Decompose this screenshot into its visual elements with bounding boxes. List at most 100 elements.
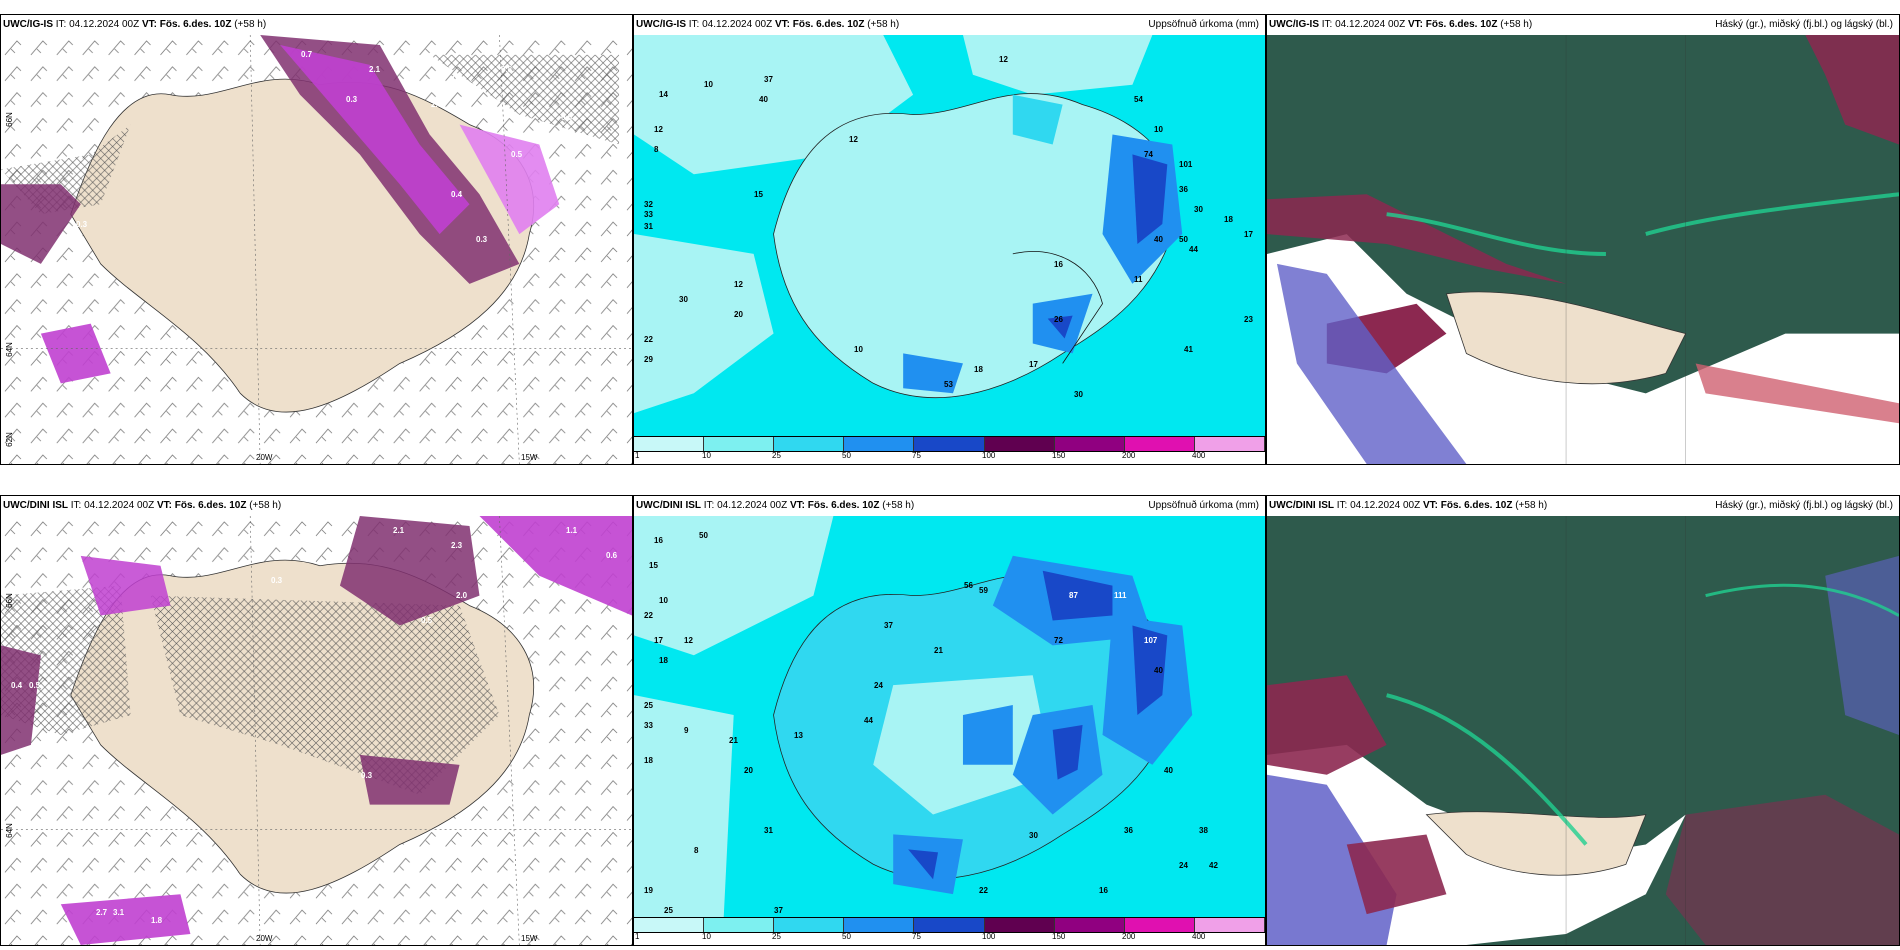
value-label: 40 <box>1154 235 1163 244</box>
legend-tick: 75 <box>912 932 921 941</box>
lead-time: (+58 h) <box>1512 500 1548 511</box>
longitude-label: 15W <box>521 934 538 943</box>
value-label: 30 <box>1029 831 1038 840</box>
value-label: 50 <box>699 531 708 540</box>
value-label: 20 <box>744 766 753 775</box>
lead-time: (+58 h) <box>879 500 915 511</box>
value-label: 37 <box>764 75 773 84</box>
value-label: 10 <box>1154 125 1163 134</box>
value-label: 0.3 <box>76 220 88 229</box>
value-label: 16 <box>1099 886 1108 895</box>
value-label: 2.0 <box>456 591 468 600</box>
init-time: IT: 04.12.2024 00Z <box>1334 500 1421 511</box>
value-label: 33 <box>644 721 653 730</box>
valid-time: Fös. 6.des. 10Z <box>1425 19 1498 30</box>
legend-swatch <box>1124 437 1195 451</box>
valid-time: Fös. 6.des. 10Z <box>174 500 247 511</box>
legend-swatch <box>1054 437 1125 451</box>
value-label: 24 <box>1179 861 1188 870</box>
map-area[interactable]: 0.3 2.1 0.8 0.5 0.3 0.4 0.3 0.7 2.0 1.4 … <box>1 35 632 464</box>
map-area[interactable]: 16 50 15 10 22 17 12 18 25 33 9 21 18 13… <box>634 516 1265 917</box>
value-label: 11 <box>1134 275 1143 284</box>
value-label: 14 <box>659 90 668 99</box>
longitude-label: 15W <box>521 453 538 462</box>
valid-time: Fös. 6.des. 10Z <box>792 19 865 30</box>
value-label: 37 <box>884 621 893 630</box>
init-time: IT: 04.12.2024 00Z <box>701 500 788 511</box>
value-label: 31 <box>644 222 653 231</box>
valid-time: Fös. 6.des. 10Z <box>1440 500 1513 511</box>
value-label: 25 <box>664 906 673 915</box>
value-label: 72 <box>1054 636 1063 645</box>
map-area[interactable]: 12 14 10 12 8 15 37 40 12 33 31 32 30 12… <box>634 35 1265 436</box>
latitude-label: 62N <box>4 432 14 447</box>
lead-time: (+58 h) <box>1497 19 1533 30</box>
legend-swatch <box>634 918 705 932</box>
init-time: IT: 04.12.2024 00Z <box>686 19 773 30</box>
value-label: 2.0 <box>431 100 443 109</box>
value-label: 2.3 <box>451 541 463 550</box>
value-label: 16 <box>654 536 663 545</box>
value-label: 17 <box>1244 230 1253 239</box>
value-label: 18 <box>644 756 653 765</box>
value-label: 10 <box>704 80 713 89</box>
value-label: 50 <box>1179 235 1188 244</box>
legend-tick: 200 <box>1122 451 1136 460</box>
field-title: Háský (gr.), miðský (fj.bl.) og lágský (… <box>1715 19 1893 30</box>
value-label: 18 <box>1224 215 1233 224</box>
legend-tick: 75 <box>912 451 921 460</box>
legend-swatch <box>704 918 775 932</box>
value-label: 16 <box>1054 260 1063 269</box>
value-label: 26 <box>1054 315 1063 324</box>
legend-bar <box>634 436 1265 452</box>
value-label: 0.3 <box>271 576 283 585</box>
value-label: 0.3 <box>361 771 373 780</box>
legend-tick: 150 <box>1052 932 1066 941</box>
legend-tick: 100 <box>982 932 996 941</box>
model-name: UWC/DINI ISL <box>3 500 68 511</box>
value-label: 0.8 <box>501 65 513 74</box>
value-label: 0.4 <box>11 681 23 690</box>
lead-time: (+58 h) <box>231 19 267 30</box>
map-area[interactable]: 2.1 2.3 1.1 0.6 0.3 2.0 0.4 0.5 0.3 1.1 … <box>1 516 632 945</box>
legend-tick: 25 <box>772 932 781 941</box>
valid-time: Fös. 6.des. 10Z <box>159 19 232 30</box>
value-label: 30 <box>679 295 688 304</box>
value-label: 0.5 <box>29 681 41 690</box>
value-label: 12 <box>654 125 663 134</box>
map-area[interactable] <box>1267 516 1899 945</box>
legend-tick: 50 <box>842 451 851 460</box>
map-panel-igis-precip-type: UWC/IG-IS IT: 04.12.2024 00Z VT: Fös. 6.… <box>0 14 633 465</box>
legend-swatch <box>844 437 915 451</box>
value-label: 12 <box>734 280 743 289</box>
value-label: 21 <box>934 646 943 655</box>
legend-tick: 1 <box>635 932 640 941</box>
map-area[interactable] <box>1267 35 1899 464</box>
value-label: 0.5 <box>421 616 433 625</box>
value-label: 36 <box>1179 185 1188 194</box>
value-label: 15 <box>754 190 763 199</box>
panel-header: UWC/DINI ISL IT: 04.12.2024 00Z VT: Fös.… <box>1 496 632 516</box>
valid-time: Fös. 6.des. 10Z <box>807 500 880 511</box>
longitude-label: 20W <box>256 934 273 943</box>
valid-time-label: VT: <box>1407 19 1423 30</box>
value-label: 3.1 <box>113 908 125 917</box>
value-label: 40 <box>1164 766 1173 775</box>
legend-tick: 100 <box>982 451 996 460</box>
legend-swatch <box>634 437 705 451</box>
value-label: 1.4 <box>451 75 463 84</box>
valid-time-label: VT: <box>141 19 157 30</box>
value-label: 20 <box>734 310 743 319</box>
value-label: 2.1 <box>393 526 405 535</box>
value-label: 107 <box>1144 636 1158 645</box>
value-label: 0.5 <box>511 150 523 159</box>
value-label: 2.7 <box>96 908 108 917</box>
value-label: 29 <box>644 355 653 364</box>
legend-swatch <box>1194 437 1265 451</box>
lead-time: (+58 h) <box>246 500 282 511</box>
value-label: 42 <box>1209 861 1218 870</box>
model-name: UWC/IG-IS <box>1269 19 1319 30</box>
value-label: 56 <box>964 581 973 590</box>
legend-swatch <box>984 437 1055 451</box>
legend-swatch <box>984 918 1055 932</box>
